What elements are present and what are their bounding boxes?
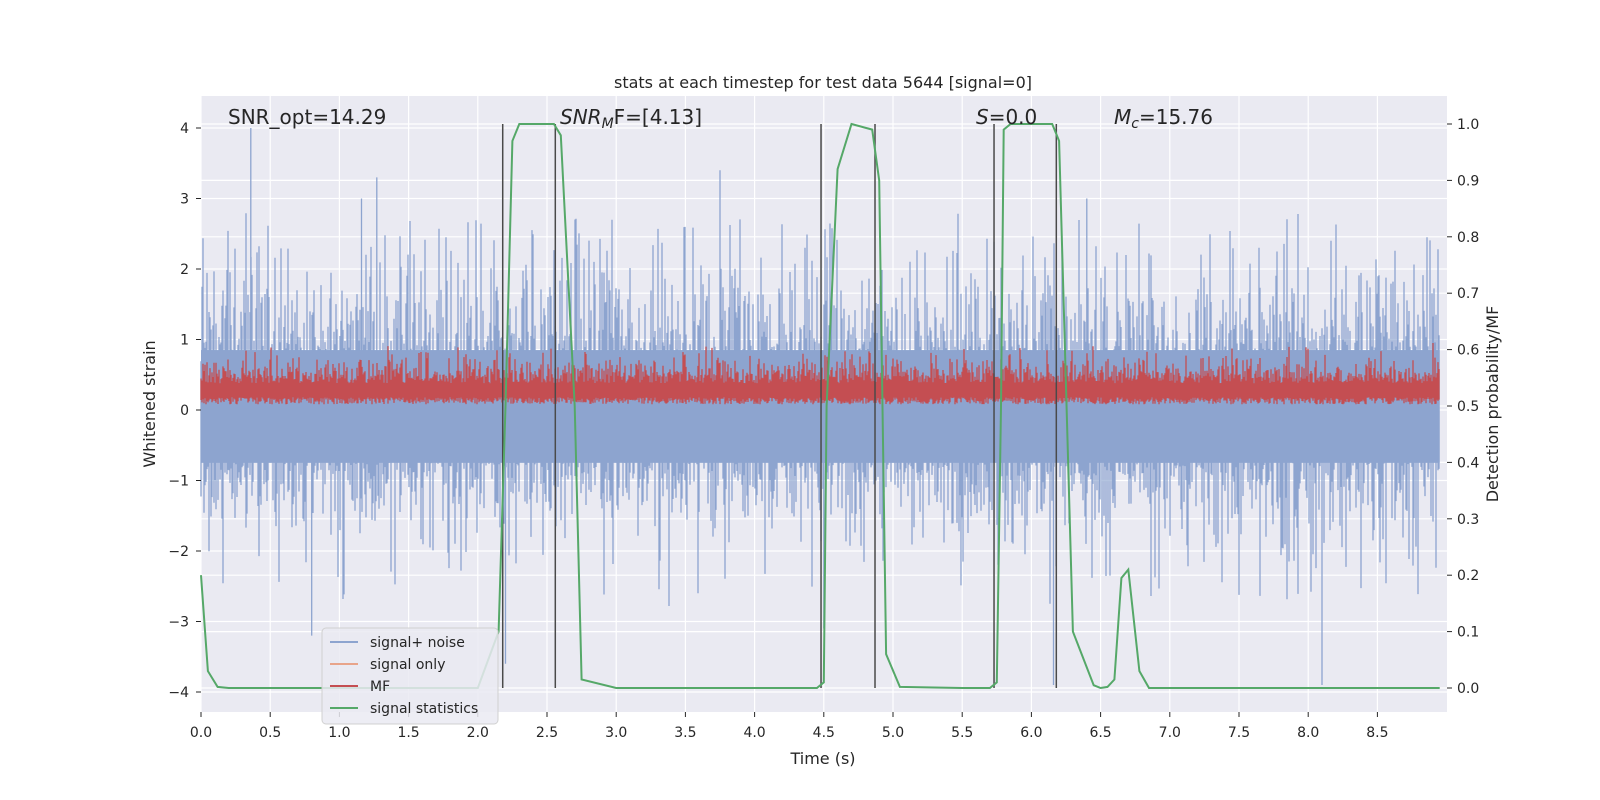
- x-tick-label: 0.0: [190, 725, 212, 741]
- legend: signal+ noise signal only MF signal stat…: [321, 627, 499, 725]
- annotation-mc: Mc=15.76: [1114, 105, 1213, 132]
- y-right-tick-label: 0.0: [1457, 681, 1479, 697]
- y-right-tick-label: 0.8: [1457, 230, 1479, 246]
- x-tick-label: 6.0: [1020, 725, 1042, 741]
- x-tick-label: 7.5: [1228, 725, 1250, 741]
- mc-symbol: M: [1114, 105, 1131, 129]
- s-value: =0.0: [989, 105, 1038, 129]
- legend-label-noise: signal+ noise: [370, 635, 465, 651]
- y-axis-label-right: Detection probability/MF: [1483, 306, 1502, 503]
- y-right-tick-label: 1.0: [1457, 117, 1479, 133]
- annotation-s: S=0.0: [976, 105, 1037, 129]
- y-tick-label: 2: [180, 262, 189, 278]
- vertical-markers: [501, 124, 1058, 688]
- y-right-tick-label: 0.7: [1457, 286, 1479, 302]
- x-tick-label: 7.0: [1159, 725, 1181, 741]
- legend-label-signal-only: signal only: [370, 657, 445, 673]
- mf-trace: [200, 343, 1440, 405]
- snr-mf-base: SNR: [560, 105, 602, 129]
- y-right-tick-label: 0.1: [1457, 625, 1479, 641]
- y-tick-label: −3: [168, 615, 189, 631]
- x-tick-label: 3.0: [605, 725, 627, 741]
- signal-statistics-series: [200, 122, 1440, 690]
- x-tick-label: 1.5: [397, 725, 419, 741]
- x-tick-label: 3.5: [674, 725, 696, 741]
- y-tick-label: −4: [168, 685, 189, 701]
- mc-subscript: c: [1131, 116, 1139, 132]
- snr-mf-sub: M: [602, 116, 614, 132]
- x-tick-label: 5.0: [882, 725, 904, 741]
- mf-series: [200, 343, 1440, 405]
- legend-label-signal-statistics: signal statistics: [370, 701, 478, 717]
- y-right-tick-label: 0.4: [1457, 455, 1479, 471]
- x-tick-label: 8.5: [1366, 725, 1388, 741]
- x-tick-label: 1.0: [328, 725, 350, 741]
- y-right-tick-label: 0.5: [1457, 399, 1479, 415]
- s-symbol: S: [976, 105, 989, 129]
- snr-mf-rest: F=[4.13]: [614, 105, 702, 129]
- annotation-snr-opt: SNR_opt=14.29: [228, 105, 386, 129]
- mc-value: =15.76: [1139, 105, 1213, 129]
- x-tick-label: 6.5: [1089, 725, 1111, 741]
- y-right-tick-label: 0.6: [1457, 343, 1479, 359]
- annotation-snr-mf: SNRMF=[4.13]: [560, 105, 702, 132]
- x-tick-label: 4.5: [813, 725, 835, 741]
- x-tick-label: 5.5: [951, 725, 973, 741]
- y-tick-label: 0: [180, 403, 189, 419]
- x-tick-label: 4.0: [743, 725, 765, 741]
- y-axis-label: Whitened strain: [140, 340, 159, 467]
- axis-ticks: 0.0 0.5 1.0 1.5 2.0 2.5 3.0 3.5 4.0 4.5 5.0 5.5 6.0 6…: [168, 117, 1479, 741]
- signal-statistics-line: [200, 122, 1440, 690]
- x-axis-label: Time (s): [789, 749, 855, 768]
- y-tick-label: 3: [180, 192, 189, 208]
- x-tick-label: 2.5: [536, 725, 558, 741]
- x-tick-label: 2.0: [467, 725, 489, 741]
- y-tick-label: −1: [168, 474, 189, 490]
- x-tick-label: 8.0: [1297, 725, 1319, 741]
- y-right-tick-label: 0.2: [1457, 568, 1479, 584]
- x-tick-label: 0.5: [259, 725, 281, 741]
- y-tick-label: −2: [168, 544, 189, 560]
- y-right-tick-label: 0.9: [1457, 173, 1479, 189]
- chart-title: stats at each timestep for test data 564…: [614, 73, 1032, 92]
- y-tick-label: 4: [180, 121, 189, 137]
- legend-box: [321, 627, 499, 725]
- legend-label-mf: MF: [370, 679, 390, 695]
- y-right-tick-label: 0.3: [1457, 512, 1479, 528]
- y-tick-label: 1: [180, 333, 189, 349]
